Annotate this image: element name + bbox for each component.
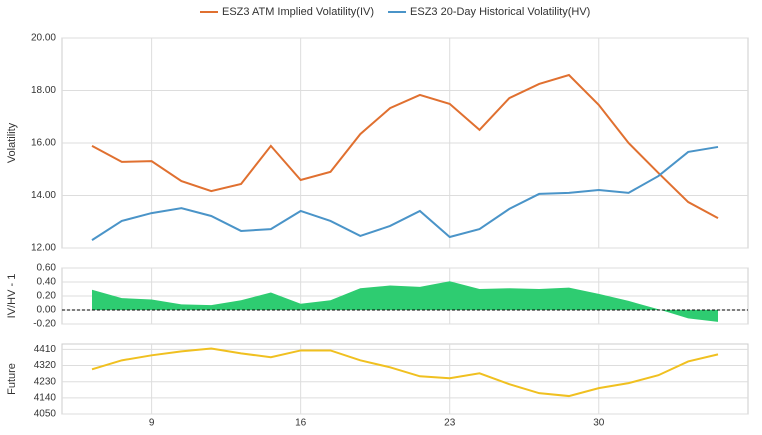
y-tick-label: 4320 [34,360,57,371]
y-tick-label: 18.00 [31,85,56,96]
y-tick-label: 4050 [34,409,57,420]
legend-label: ESZ3 20-Day Historical Volatility(HV) [410,6,590,18]
x-tick-label: 9 [149,418,155,429]
y-tick-label: 0.20 [37,291,57,302]
area [92,281,718,322]
y-tick-label: 14.00 [31,190,56,201]
x-tick-label: 23 [444,418,456,429]
y-tick-label: 4410 [34,344,57,355]
series-line [91,347,719,398]
y-tick-label: 4230 [34,376,57,387]
y-tick-label: 4140 [34,392,57,403]
y-tick-label: 0.00 [37,305,57,316]
y-axis-label: IV/HV - 1 [6,274,18,319]
y-tick-label: 12.00 [31,243,56,254]
x-tick-label: 30 [593,418,605,429]
y-axis-label: Volatility [6,122,18,163]
y-tick-label: 0.60 [37,263,57,274]
x-tick-label: 16 [295,418,307,429]
y-tick-label: 0.40 [37,277,57,288]
y-axis-label: Future [6,363,18,395]
y-tick-label: 20.00 [31,33,56,44]
legend-label: ESZ3 ATM Implied Volatility(IV) [222,6,374,18]
y-tick-label: -0.20 [33,319,56,330]
series-line [91,73,719,219]
y-tick-label: 16.00 [31,138,56,149]
series-line [91,145,719,241]
